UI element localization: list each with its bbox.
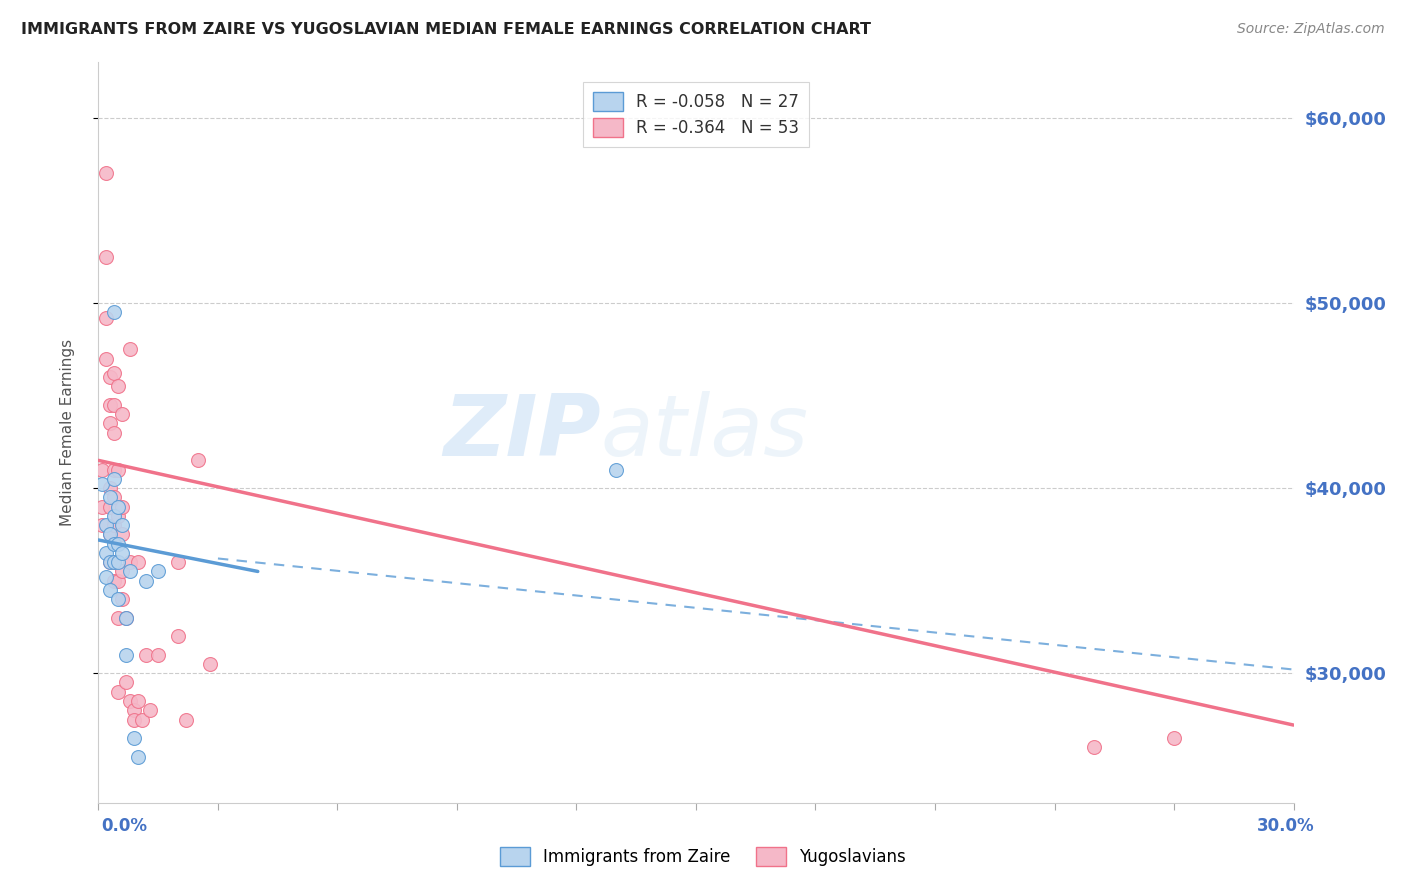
Point xyxy=(107,555,129,569)
Point xyxy=(98,491,122,505)
Point xyxy=(103,472,125,486)
Point xyxy=(96,570,118,584)
Text: ZIP: ZIP xyxy=(443,391,600,475)
Point xyxy=(107,500,129,514)
Point xyxy=(98,555,122,569)
Point xyxy=(148,565,170,579)
Point xyxy=(120,555,142,569)
Point xyxy=(107,685,129,699)
Point xyxy=(103,462,125,476)
Point xyxy=(127,555,149,569)
Point xyxy=(103,425,125,440)
Point xyxy=(111,592,134,607)
Point xyxy=(91,500,114,514)
Point xyxy=(135,574,157,588)
Point xyxy=(167,629,190,643)
Point xyxy=(111,565,134,579)
Point xyxy=(96,546,118,560)
Point xyxy=(107,462,129,476)
Point xyxy=(187,453,209,467)
Point xyxy=(107,610,129,624)
Point xyxy=(605,462,627,476)
Point xyxy=(148,648,170,662)
Text: 30.0%: 30.0% xyxy=(1257,817,1315,835)
Text: IMMIGRANTS FROM ZAIRE VS YUGOSLAVIAN MEDIAN FEMALE EARNINGS CORRELATION CHART: IMMIGRANTS FROM ZAIRE VS YUGOSLAVIAN MED… xyxy=(21,22,872,37)
Point xyxy=(107,574,129,588)
Point xyxy=(111,527,134,541)
Point xyxy=(111,546,134,560)
Point xyxy=(98,500,122,514)
Point xyxy=(103,555,125,569)
Point xyxy=(120,343,142,357)
Point xyxy=(120,565,142,579)
Point xyxy=(120,694,142,708)
Text: Source: ZipAtlas.com: Source: ZipAtlas.com xyxy=(1237,22,1385,37)
Point xyxy=(115,675,138,690)
Point xyxy=(124,703,146,717)
Point xyxy=(115,610,138,624)
Text: atlas: atlas xyxy=(600,391,808,475)
Point xyxy=(96,310,118,325)
Point xyxy=(111,407,134,421)
Point xyxy=(127,749,149,764)
Point xyxy=(103,367,125,381)
Point xyxy=(131,713,153,727)
Point xyxy=(96,166,118,180)
Point xyxy=(103,305,125,319)
Legend: Immigrants from Zaire, Yugoslavians: Immigrants from Zaire, Yugoslavians xyxy=(494,840,912,873)
Point xyxy=(98,527,122,541)
Point xyxy=(198,657,221,671)
Point xyxy=(115,610,138,624)
Point xyxy=(96,250,118,264)
Point xyxy=(174,713,197,727)
Point xyxy=(115,648,138,662)
Point xyxy=(107,536,129,550)
Point xyxy=(127,694,149,708)
Point xyxy=(107,379,129,393)
Point xyxy=(91,477,114,491)
Point xyxy=(124,731,146,745)
Point xyxy=(91,462,114,476)
Point xyxy=(103,555,125,569)
Legend: R = -0.058   N = 27, R = -0.364   N = 53: R = -0.058 N = 27, R = -0.364 N = 53 xyxy=(583,82,808,147)
Point xyxy=(103,518,125,533)
Point xyxy=(1163,731,1185,745)
Point xyxy=(1083,740,1105,755)
Point xyxy=(96,518,118,533)
Point xyxy=(103,398,125,412)
Point xyxy=(98,481,122,495)
Point xyxy=(124,713,146,727)
Point xyxy=(139,703,162,717)
Point xyxy=(103,574,125,588)
Point xyxy=(98,527,122,541)
Y-axis label: Median Female Earnings: Median Female Earnings xyxy=(60,339,75,526)
Point xyxy=(111,518,134,533)
Point xyxy=(98,417,122,431)
Point xyxy=(103,536,125,550)
Point xyxy=(103,491,125,505)
Point xyxy=(135,648,157,662)
Point xyxy=(107,592,129,607)
Point xyxy=(91,518,114,533)
Text: 0.0%: 0.0% xyxy=(101,817,148,835)
Point xyxy=(98,582,122,597)
Point xyxy=(96,351,118,366)
Point xyxy=(98,370,122,384)
Point xyxy=(167,555,190,569)
Point xyxy=(98,398,122,412)
Point xyxy=(107,508,129,523)
Point xyxy=(111,500,134,514)
Point xyxy=(103,508,125,523)
Point xyxy=(98,555,122,569)
